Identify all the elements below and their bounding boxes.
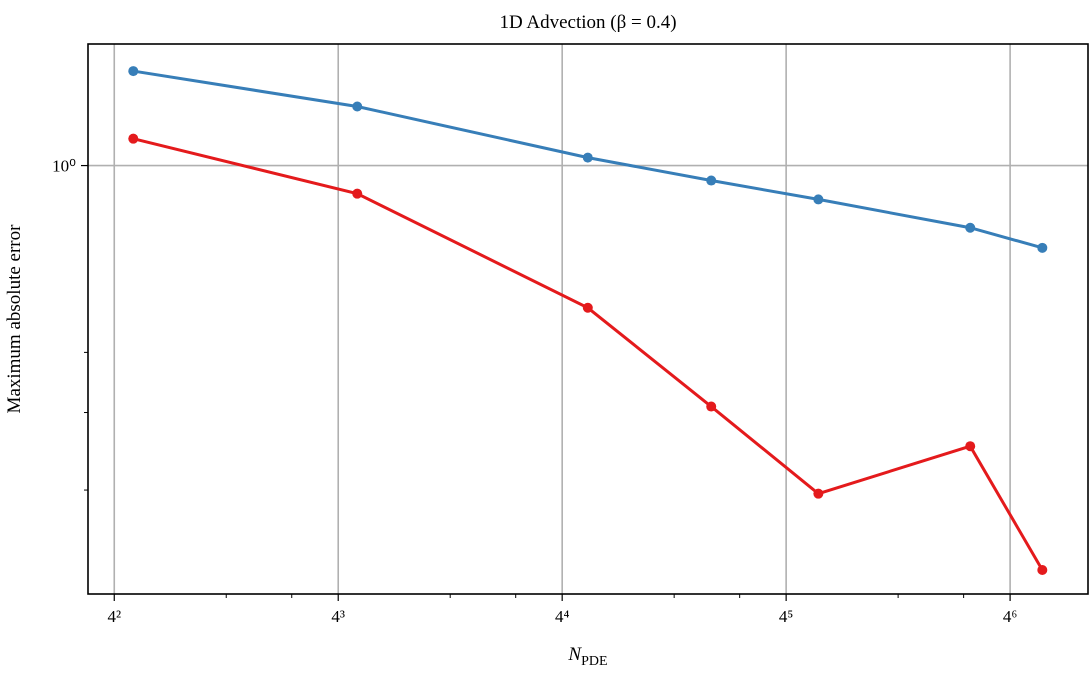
data-point [706,175,717,186]
data-point [352,188,363,199]
data-point [813,488,824,499]
data-point [706,401,717,412]
plot-frame [87,43,1089,595]
x-label-sub: PDE [581,654,607,669]
x-tick-label: 4⁴ [555,607,570,626]
data-point [128,133,139,144]
data-point [582,302,593,313]
y-tick-label: 10⁰ [52,157,76,176]
y-axis-label: Maximum absolute error [4,224,25,414]
x-axis-label: NPDE [567,644,607,669]
data-point [1037,242,1048,253]
x-tick-label: 4⁵ [779,607,794,626]
x-tick-label: 4⁶ [1003,607,1018,626]
data-point [813,194,824,205]
x-label-main: N [567,644,582,665]
data-point [582,152,593,163]
series-line [132,137,1044,571]
data-point [1037,564,1048,575]
x-tick-label: 4² [107,607,121,626]
data-point [965,441,976,452]
data-point [965,222,976,233]
x-tick-label: 4³ [331,607,345,626]
data-point [352,101,363,112]
data-point [128,66,139,77]
chart-title: 1D Advection (β = 0.4) [499,12,676,33]
